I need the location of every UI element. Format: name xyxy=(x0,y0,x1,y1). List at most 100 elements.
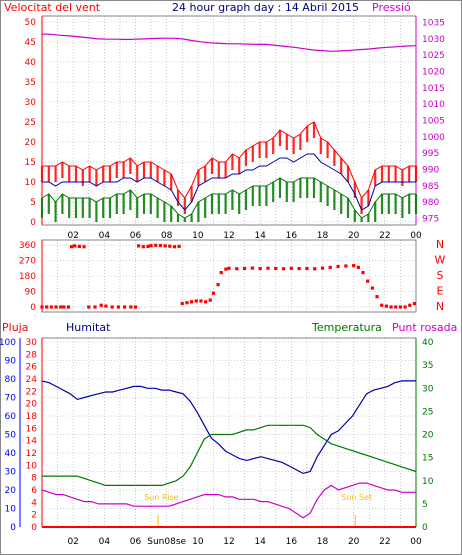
direction-point xyxy=(163,244,167,248)
direction-point xyxy=(45,305,49,309)
direction-point xyxy=(154,243,158,247)
direction-point xyxy=(216,283,220,287)
direction-point xyxy=(146,244,150,248)
humidity-temperature-panel: 0102030405060708090100024681012141618202… xyxy=(0,337,434,547)
x-tick-label: 12 xyxy=(223,231,234,241)
y-left-tick-label: 45 xyxy=(25,38,36,48)
x-tick-label: 18 xyxy=(317,231,329,241)
direction-point xyxy=(394,305,398,309)
direction-point xyxy=(194,299,198,303)
compass-label: S xyxy=(437,269,444,282)
direction-point xyxy=(185,301,189,305)
direction-point xyxy=(199,299,203,303)
x-tick-label: 10 xyxy=(192,231,204,241)
direction-point xyxy=(352,264,356,268)
direction-point xyxy=(219,270,223,275)
direction-tick-label: 360 xyxy=(19,241,36,251)
direction-point xyxy=(328,265,332,269)
x-tick-label: 20 xyxy=(348,231,360,241)
series-line-temperature xyxy=(42,424,417,486)
rain-tick-label: 18 xyxy=(26,412,38,422)
direction-tick-label: 0 xyxy=(30,303,36,313)
x-tick-label: 16 xyxy=(286,537,298,547)
direction-point xyxy=(180,301,184,306)
chart-title: 24 hour graph day : 14 Abril 2015 xyxy=(172,1,359,14)
direction-point xyxy=(313,267,317,271)
x-tick-label: 14 xyxy=(254,231,266,241)
dewpoint-label: Punt rosada xyxy=(392,321,457,334)
x-tick-label: 04 xyxy=(99,231,111,241)
series-line-red xyxy=(42,121,416,199)
temperature-tick-label: 20 xyxy=(422,431,434,441)
humidity-tick-label: 10 xyxy=(5,505,17,515)
direction-point xyxy=(99,303,103,307)
y-left-tick-label: 35 xyxy=(25,78,36,88)
direction-point xyxy=(211,291,216,295)
rain-tick-label: 10 xyxy=(26,461,38,471)
x-tick-label: 06 xyxy=(130,537,142,547)
x-tick-label: 06 xyxy=(130,231,142,241)
y-right-tick-label: 995 xyxy=(422,149,439,159)
direction-point xyxy=(375,295,379,299)
direction-point xyxy=(49,305,53,309)
x-tick-label: 20 xyxy=(348,537,360,547)
y-left-tick-label: 50 xyxy=(25,18,37,28)
x-tick-label: 22 xyxy=(379,231,390,241)
y-right-tick-label: 1015 xyxy=(422,84,445,94)
direction-point xyxy=(258,266,262,271)
humidity-tick-label: 100 xyxy=(0,338,16,348)
x-tick-label: Sun08se xyxy=(147,537,186,547)
wind-speed-label: Velocitat del vent xyxy=(4,1,101,14)
rain-label: Pluja xyxy=(2,321,28,334)
y-left-tick-label: 0 xyxy=(30,218,36,228)
pressure-label: Pressió xyxy=(372,1,411,14)
direction-point xyxy=(344,264,348,268)
direction-point xyxy=(93,305,97,309)
direction-point xyxy=(366,279,370,283)
y-left-tick-label: 30 xyxy=(25,98,37,108)
y-right-tick-label: 1030 xyxy=(422,35,445,45)
direction-point xyxy=(82,245,86,249)
x-tick-label: 10 xyxy=(192,537,204,547)
rain-tick-label: 28 xyxy=(26,350,38,360)
y-right-tick-label: 975 xyxy=(422,214,439,224)
y-right-tick-label: 1000 xyxy=(422,133,445,143)
y-left-tick-label: 15 xyxy=(25,158,36,168)
direction-point xyxy=(412,301,417,306)
rain-tick-label: 20 xyxy=(26,400,38,410)
direction-point xyxy=(141,245,145,249)
temperature-tick-label: 35 xyxy=(422,361,433,371)
direction-point xyxy=(208,298,212,302)
direction-point xyxy=(129,305,133,309)
rain-tick-label: 16 xyxy=(26,424,38,434)
y-right-tick-label: 1010 xyxy=(422,100,445,110)
direction-point xyxy=(168,244,172,248)
y-left-tick-label: 40 xyxy=(25,58,37,68)
wind-pressure-panel: 0510152025303540455097598098599099510001… xyxy=(25,15,445,241)
direction-point xyxy=(40,305,44,309)
temperature-tick-label: 15 xyxy=(422,454,433,464)
rain-tick-label: 14 xyxy=(26,437,38,447)
x-tick-label: 00 xyxy=(410,537,422,547)
direction-point xyxy=(158,243,163,248)
y-right-tick-label: 980 xyxy=(422,198,439,208)
humidity-tick-label: 60 xyxy=(5,412,17,422)
series-line-humidity xyxy=(41,380,416,475)
direction-point xyxy=(361,270,365,275)
direction-tick-label: 180 xyxy=(19,272,36,282)
compass-label: N xyxy=(436,300,444,313)
humidity-label: Humitat xyxy=(66,321,111,334)
series-line-green xyxy=(41,177,416,219)
rain-tick-label: 0 xyxy=(31,523,37,533)
x-tick-label: 04 xyxy=(99,537,111,547)
direction-point xyxy=(137,244,141,248)
temperature-tick-label: 10 xyxy=(422,477,434,487)
direction-point xyxy=(336,264,340,269)
x-tick-label: 18 xyxy=(317,537,329,547)
rain-tick-label: 6 xyxy=(31,486,37,496)
series-line-magenta xyxy=(41,33,417,52)
direction-point xyxy=(87,305,91,309)
direction-point xyxy=(297,266,301,271)
direction-point xyxy=(250,266,254,270)
